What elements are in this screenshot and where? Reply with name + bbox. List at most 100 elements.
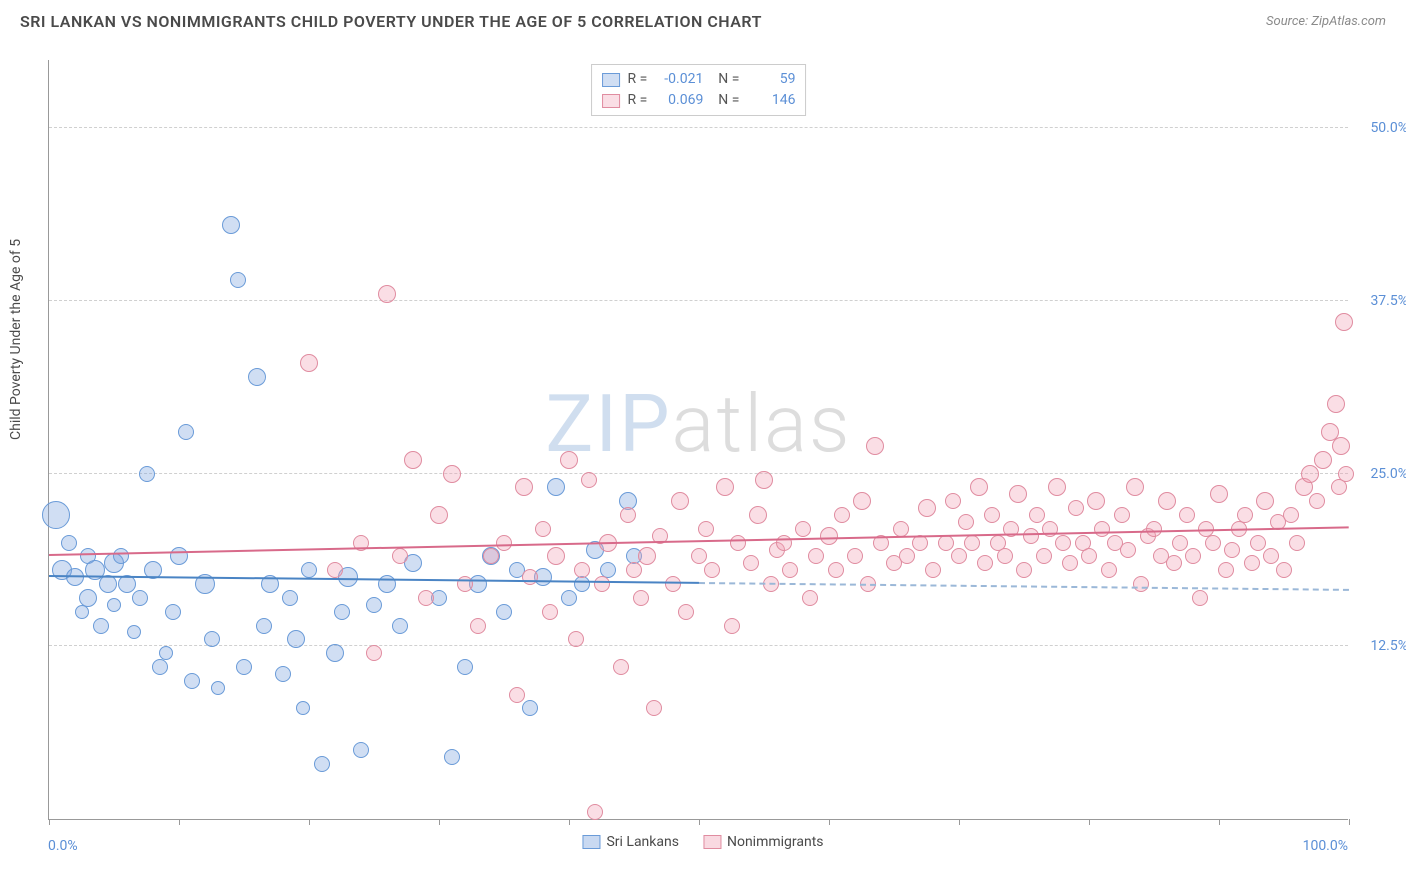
data-point <box>724 618 740 634</box>
data-point <box>853 492 871 510</box>
data-point <box>782 562 798 578</box>
data-point <box>1314 451 1332 469</box>
data-point <box>296 701 310 715</box>
data-point <box>1283 507 1299 523</box>
r-label: R = <box>628 90 648 111</box>
data-point <box>743 555 759 571</box>
data-point <box>132 590 148 606</box>
data-point <box>236 659 252 675</box>
data-point <box>1114 507 1130 523</box>
data-point <box>1289 535 1305 551</box>
x-tick <box>699 819 700 825</box>
data-point <box>755 471 773 489</box>
data-point <box>820 527 838 545</box>
x-tick <box>1089 819 1090 825</box>
data-point <box>152 659 168 675</box>
data-point <box>951 548 967 564</box>
y-tick-label: 50.0% <box>1370 120 1406 136</box>
data-point <box>691 548 707 564</box>
data-point <box>248 368 266 386</box>
data-point <box>1081 548 1097 564</box>
data-point <box>1126 478 1144 496</box>
data-point <box>977 555 993 571</box>
data-point <box>275 666 291 682</box>
data-point <box>139 466 155 482</box>
legend-swatch <box>703 835 721 849</box>
data-point <box>79 589 97 607</box>
data-point <box>1331 479 1347 495</box>
data-point <box>561 590 577 606</box>
data-point <box>42 501 70 529</box>
data-point <box>366 645 382 661</box>
x-axis-max-label: 100.0% <box>1303 838 1348 854</box>
data-point <box>594 576 610 592</box>
data-point <box>1172 535 1188 551</box>
legend-swatch <box>602 94 620 108</box>
data-point <box>334 604 350 620</box>
n-label: N = <box>711 90 739 111</box>
data-point <box>1023 528 1039 544</box>
scatter-chart: ZIPatlas R =-0.021 N =59R =0.069 N =146 … <box>48 60 1348 820</box>
data-point <box>378 285 396 303</box>
y-tick-label: 37.5% <box>1370 293 1406 309</box>
data-point <box>620 507 636 523</box>
data-point <box>1055 535 1071 551</box>
legend-row: R =0.069 N =146 <box>602 90 796 111</box>
data-point <box>457 659 473 675</box>
data-point <box>1210 485 1228 503</box>
data-point <box>828 562 844 578</box>
data-point <box>808 548 824 564</box>
data-point <box>392 618 408 634</box>
x-tick <box>959 819 960 825</box>
data-point <box>204 631 220 647</box>
data-point <box>430 506 448 524</box>
data-point <box>899 548 915 564</box>
chart-title: SRI LANKAN VS NONIMMIGRANTS CHILD POVERT… <box>20 12 762 31</box>
data-point <box>1205 535 1221 551</box>
legend-swatch <box>602 73 620 87</box>
data-point <box>802 590 818 606</box>
data-point <box>945 493 961 509</box>
data-point <box>327 562 343 578</box>
data-point <box>1094 521 1110 537</box>
data-point <box>496 535 512 551</box>
r-value: -0.021 <box>655 69 703 90</box>
legend-item: Sri Lankans <box>582 834 679 850</box>
data-point <box>698 521 714 537</box>
data-point <box>1192 590 1208 606</box>
data-point <box>964 535 980 551</box>
data-point <box>925 562 941 578</box>
data-point <box>314 756 330 772</box>
gridline: 50.0% <box>49 127 1348 128</box>
data-point <box>418 590 434 606</box>
data-point <box>483 548 499 564</box>
data-point <box>1101 562 1117 578</box>
data-point <box>1029 507 1045 523</box>
data-point <box>918 499 936 517</box>
data-point <box>1133 576 1149 592</box>
data-point <box>958 514 974 530</box>
gridline: 12.5% <box>49 645 1348 646</box>
data-point <box>749 506 767 524</box>
data-point <box>535 521 551 537</box>
data-point <box>560 451 578 469</box>
x-tick <box>439 819 440 825</box>
correlation-legend: R =-0.021 N =59R =0.069 N =146 <box>591 64 807 116</box>
watermark: ZIPatlas <box>545 377 851 471</box>
x-axis-min-label: 0.0% <box>48 838 78 854</box>
data-point <box>184 673 200 689</box>
data-point <box>1185 548 1201 564</box>
data-point <box>300 354 318 372</box>
data-point <box>1224 542 1240 558</box>
data-point <box>127 625 141 639</box>
data-point <box>568 631 584 647</box>
data-point <box>678 604 694 620</box>
data-point <box>165 604 181 620</box>
legend-label: Nonimmigrants <box>727 834 824 850</box>
data-point <box>665 576 681 592</box>
data-point <box>443 465 461 483</box>
data-point <box>1016 562 1032 578</box>
data-point <box>795 521 811 537</box>
data-point <box>1276 562 1292 578</box>
data-point <box>1237 507 1253 523</box>
